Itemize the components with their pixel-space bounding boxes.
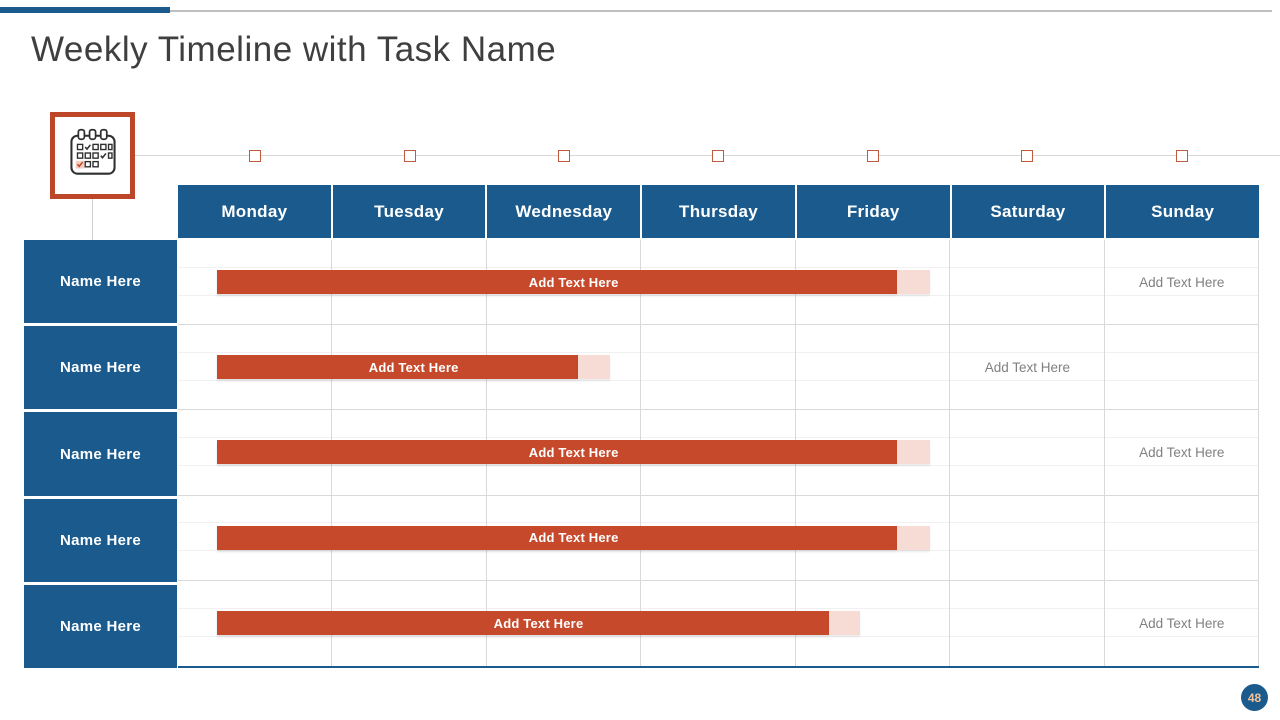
- day-cell-friday: [795, 410, 951, 495]
- timeline-marker-icon: [712, 150, 725, 162]
- task-bar-tail: [896, 270, 931, 295]
- task-bar-tail: [828, 611, 861, 636]
- day-cell-sunday: [1104, 240, 1259, 325]
- calendar-icon: [67, 128, 119, 183]
- cell-text-placeholder[interactable]: Add Text Here: [1139, 274, 1225, 290]
- timeline-marker-cell: [796, 149, 950, 163]
- top-accent-bar: [0, 7, 170, 13]
- timeline-marker-cell: [178, 149, 332, 163]
- timeline-marker-cell: [950, 149, 1104, 163]
- day-grid: Add Text Here Add Text Here Add Text Here A…: [178, 240, 1259, 668]
- day-header-thursday: Thursday: [642, 185, 795, 238]
- icon-connector-line: [92, 199, 93, 240]
- day-cell-friday: [795, 580, 951, 666]
- timeline-marker-icon: [866, 150, 879, 162]
- day-header-friday: Friday: [796, 185, 950, 238]
- task-row: Add Text Here Add Text Here: [178, 410, 1259, 496]
- timeline-marker-cell: [1105, 149, 1259, 163]
- timeline-marker-icon: [1021, 150, 1034, 162]
- cell-text-placeholder[interactable]: Add Text Here: [984, 359, 1070, 375]
- task-bar-label[interactable]: Add Text Here: [368, 359, 459, 375]
- cell-text-placeholder[interactable]: Add Text Here: [1139, 444, 1225, 460]
- timeline-marker-row: [178, 149, 1259, 163]
- cell-text-placeholder[interactable]: Add Text Here: [1139, 615, 1225, 631]
- weekly-timeline-table: Monday Tuesday Wednesday Thursday Friday Satu…: [24, 185, 1260, 669]
- task-name-cell[interactable]: Name Here: [24, 412, 177, 496]
- task-bar-tail: [896, 525, 931, 550]
- day-header-monday: Monday: [178, 185, 331, 238]
- day-header-saturday: Saturday: [951, 185, 1105, 238]
- day-header-row: Monday Tuesday Wednesday Thursday Friday Satu…: [178, 185, 1260, 238]
- day-cell-sunday: [1104, 495, 1259, 580]
- task-name-cell[interactable]: Name Here: [24, 326, 177, 410]
- day-cell-sunday: [1104, 580, 1259, 666]
- task-bar-label[interactable]: Add Text Here: [528, 274, 619, 290]
- top-divider-line: [170, 10, 1272, 12]
- task-bar-tail: [577, 355, 611, 380]
- timeline-marker-cell: [487, 149, 641, 163]
- task-bar-label[interactable]: Add Text Here: [493, 615, 584, 631]
- task-bar[interactable]: [216, 270, 897, 295]
- day-header-tuesday: Tuesday: [332, 185, 486, 238]
- day-header-sunday: Sunday: [1106, 185, 1260, 238]
- day-cell-wednesday: [486, 325, 642, 410]
- day-header-wednesday: Wednesday: [487, 185, 641, 238]
- day-cell-friday: [795, 325, 951, 410]
- day-cell-friday: [795, 495, 951, 580]
- day-cell-saturday: [950, 325, 1105, 410]
- task-bar[interactable]: [216, 525, 897, 550]
- task-row: Add Text Here: [178, 495, 1259, 581]
- calendar-icon-box: [50, 112, 135, 199]
- day-cell-saturday: [950, 410, 1105, 495]
- day-cell-friday: [795, 240, 951, 325]
- page-number-badge: 48: [1241, 684, 1268, 711]
- task-row: Add Text Here Add Text Here: [178, 580, 1259, 666]
- task-name-cell[interactable]: Name Here: [24, 584, 177, 669]
- task-name-column: Name Here Name Here Name Here Name Here Name…: [24, 240, 177, 669]
- timeline-marker-cell: [332, 149, 486, 163]
- task-bar-label[interactable]: Add Text Here: [528, 444, 619, 460]
- timeline-marker-cell: [641, 149, 795, 163]
- task-bar[interactable]: [216, 440, 897, 465]
- timeline-marker-icon: [403, 150, 416, 162]
- task-bar[interactable]: [216, 355, 578, 380]
- task-name-cell[interactable]: Name Here: [24, 498, 177, 582]
- timeline-marker-icon: [1175, 150, 1188, 162]
- task-row: Add Text Here Add Text Here: [178, 240, 1259, 326]
- day-cell-saturday: [950, 240, 1105, 325]
- day-cell-sunday: [1104, 410, 1259, 495]
- task-bar-label[interactable]: Add Text Here: [528, 530, 619, 546]
- task-name-cell[interactable]: Name Here: [24, 240, 177, 324]
- timeline-axis-line: [135, 155, 1280, 156]
- day-cell-saturday: [950, 495, 1105, 580]
- task-bar-tail: [896, 440, 931, 465]
- timeline-marker-icon: [558, 150, 571, 162]
- day-cell-thursday: [641, 325, 796, 410]
- task-row: Add Text Here Add Text Here: [178, 325, 1259, 411]
- day-cell-sunday: [1104, 325, 1259, 410]
- day-cell-saturday: [950, 580, 1105, 666]
- page-title: Weekly Timeline with Task Name: [31, 30, 557, 69]
- task-bar[interactable]: [216, 611, 829, 636]
- timeline-marker-icon: [249, 150, 262, 162]
